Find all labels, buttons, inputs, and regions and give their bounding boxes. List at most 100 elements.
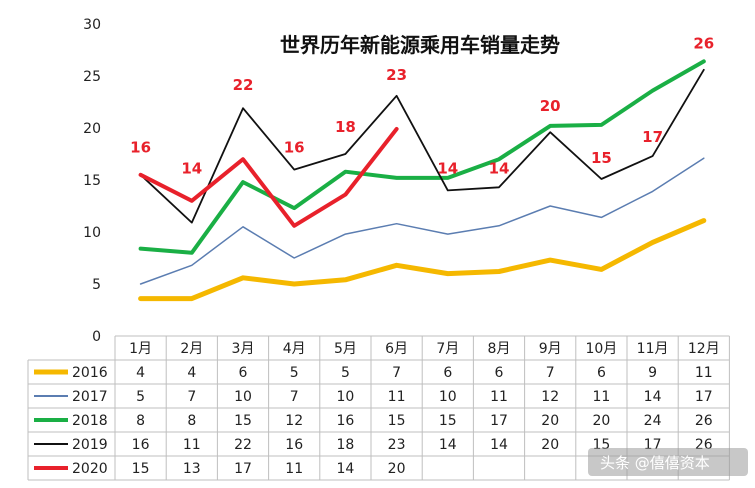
legend-entry: 2020 bbox=[72, 461, 108, 477]
data-label: 14 bbox=[181, 159, 202, 177]
watermark-text: 头条 @僖僖资本 bbox=[600, 454, 710, 472]
table-cell: 14 bbox=[336, 461, 354, 477]
table-cell: 22 bbox=[234, 437, 252, 453]
table-cell: 17 bbox=[695, 389, 713, 405]
legend-entry: 2019 bbox=[72, 437, 108, 453]
table-cell: 20 bbox=[541, 437, 559, 453]
y-tick-label: 10 bbox=[83, 225, 101, 241]
table-cell: 4 bbox=[187, 365, 196, 381]
watermark-backdrop bbox=[588, 448, 748, 476]
table-cell: 5 bbox=[136, 389, 145, 405]
x-tick-label: 11月 bbox=[637, 341, 669, 357]
y-axis: 0 5 10 15 20 25 30 bbox=[83, 17, 101, 345]
table-cell: 16 bbox=[285, 437, 303, 453]
table-cell: 20 bbox=[541, 413, 559, 429]
x-tick-label: 1月 bbox=[129, 341, 152, 357]
table-cell: 7 bbox=[392, 365, 401, 381]
data-label: 16 bbox=[284, 139, 305, 157]
data-label: 17 bbox=[642, 128, 663, 146]
table-cell: 12 bbox=[285, 413, 303, 429]
series-line-2019 bbox=[139, 68, 705, 224]
table-cell: 8 bbox=[136, 413, 145, 429]
table-cell: 10 bbox=[234, 389, 252, 405]
legend-entry: 2016 bbox=[72, 365, 108, 381]
table-cell: 6 bbox=[239, 365, 248, 381]
table-cell: 16 bbox=[336, 413, 354, 429]
table-cell: 7 bbox=[187, 389, 196, 405]
table-cell: 6 bbox=[597, 365, 606, 381]
data-label: 20 bbox=[540, 97, 561, 115]
table-cell: 14 bbox=[490, 437, 508, 453]
series-lines bbox=[138, 59, 707, 302]
y-tick-label: 5 bbox=[92, 277, 101, 293]
table-cell: 16 bbox=[132, 437, 150, 453]
chart-title: 世界历年新能源乘用车销量走势 bbox=[280, 33, 560, 57]
x-tick-label: 7月 bbox=[436, 341, 459, 357]
table-cell: 14 bbox=[439, 437, 457, 453]
table-cell: 8 bbox=[187, 413, 196, 429]
table-cell: 7 bbox=[546, 365, 555, 381]
data-label: 26 bbox=[693, 35, 714, 53]
table-cell: 17 bbox=[490, 413, 508, 429]
table-cell: 13 bbox=[183, 461, 201, 477]
series-line-2016 bbox=[138, 218, 707, 302]
data-label: 23 bbox=[386, 66, 407, 84]
data-label: 14 bbox=[437, 159, 458, 177]
x-tick-label: 5月 bbox=[334, 341, 357, 357]
series-line-2018 bbox=[138, 59, 706, 255]
y-tick-label: 25 bbox=[83, 69, 101, 85]
table-cell: 10 bbox=[336, 389, 354, 405]
data-labels: 16 14 22 16 18 23 14 14 20 15 17 26 bbox=[130, 35, 714, 178]
table-cell: 20 bbox=[592, 413, 610, 429]
table-cell: 11 bbox=[695, 365, 713, 381]
legend-entry: 2018 bbox=[72, 413, 108, 429]
table-cell: 9 bbox=[648, 365, 657, 381]
data-label: 16 bbox=[130, 139, 151, 157]
table-cell: 11 bbox=[285, 461, 303, 477]
table-cell: 26 bbox=[695, 413, 713, 429]
x-tick-label: 3月 bbox=[232, 341, 255, 357]
table-cell: 6 bbox=[495, 365, 504, 381]
x-tick-label: 2月 bbox=[180, 341, 203, 357]
table-cell: 20 bbox=[388, 461, 406, 477]
table-cell: 10 bbox=[439, 389, 457, 405]
x-tick-label: 12月 bbox=[688, 341, 720, 357]
x-tick-label: 10月 bbox=[585, 341, 617, 357]
table-cell: 11 bbox=[592, 389, 610, 405]
data-label: 18 bbox=[335, 118, 356, 136]
y-tick-label: 30 bbox=[83, 17, 101, 33]
table-cell: 15 bbox=[132, 461, 150, 477]
table-cell: 12 bbox=[541, 389, 559, 405]
table-cell: 5 bbox=[341, 365, 350, 381]
data-label: 15 bbox=[591, 149, 612, 167]
table-cell: 15 bbox=[234, 413, 252, 429]
table-cell: 23 bbox=[388, 437, 406, 453]
x-tick-label: 9月 bbox=[539, 341, 562, 357]
x-tick-label: 6月 bbox=[385, 341, 408, 357]
table-cell: 15 bbox=[439, 413, 457, 429]
x-tick-label: 4月 bbox=[283, 341, 306, 357]
series-line-2020 bbox=[138, 127, 399, 228]
y-tick-label: 20 bbox=[83, 121, 101, 137]
y-tick-label: 0 bbox=[92, 329, 101, 345]
legend-entry: 2017 bbox=[72, 389, 108, 405]
y-tick-label: 15 bbox=[83, 173, 101, 189]
table-cell: 17 bbox=[234, 461, 252, 477]
watermark: 头条 @僖僖资本 bbox=[588, 448, 748, 476]
table-cell: 18 bbox=[336, 437, 354, 453]
table-cell: 24 bbox=[644, 413, 662, 429]
table-cell: 5 bbox=[290, 365, 299, 381]
table-cell: 7 bbox=[290, 389, 299, 405]
table-cell: 11 bbox=[388, 389, 406, 405]
table-cell: 6 bbox=[443, 365, 452, 381]
data-label: 14 bbox=[489, 159, 510, 177]
table-cell: 11 bbox=[183, 437, 201, 453]
table-cell: 14 bbox=[644, 389, 662, 405]
x-tick-label: 8月 bbox=[488, 341, 511, 357]
table-cell: 11 bbox=[490, 389, 508, 405]
table-cell: 15 bbox=[388, 413, 406, 429]
series-line-2017 bbox=[139, 157, 705, 285]
table-cell: 4 bbox=[136, 365, 145, 381]
